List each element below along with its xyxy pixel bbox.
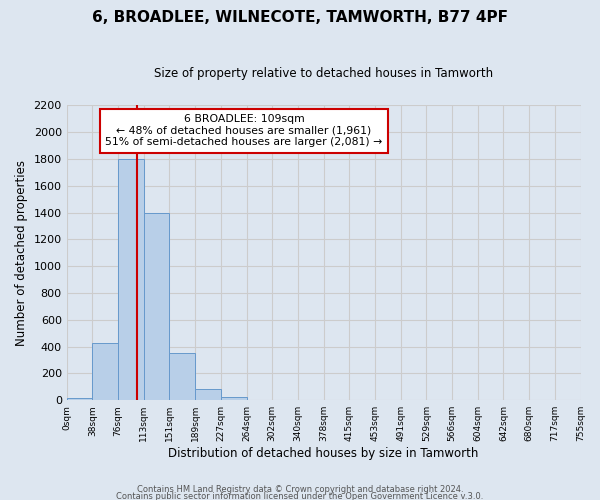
Bar — [118, 159, 144, 400]
Text: 6 BROADLEE: 109sqm
← 48% of detached houses are smaller (1,961)
51% of semi-deta: 6 BROADLEE: 109sqm ← 48% of detached hou… — [106, 114, 383, 148]
Y-axis label: Number of detached properties: Number of detached properties — [15, 160, 28, 346]
Title: Size of property relative to detached houses in Tamworth: Size of property relative to detached ho… — [154, 68, 493, 80]
Text: Contains HM Land Registry data © Crown copyright and database right 2024.: Contains HM Land Registry data © Crown c… — [137, 486, 463, 494]
Bar — [92, 342, 118, 400]
Bar — [169, 354, 195, 400]
Bar — [195, 390, 221, 400]
X-axis label: Distribution of detached houses by size in Tamworth: Distribution of detached houses by size … — [169, 447, 479, 460]
Text: Contains public sector information licensed under the Open Government Licence v.: Contains public sector information licen… — [116, 492, 484, 500]
Bar — [221, 397, 247, 400]
Bar — [144, 212, 169, 400]
Text: 6, BROADLEE, WILNECOTE, TAMWORTH, B77 4PF: 6, BROADLEE, WILNECOTE, TAMWORTH, B77 4P… — [92, 10, 508, 25]
Bar — [67, 398, 92, 400]
